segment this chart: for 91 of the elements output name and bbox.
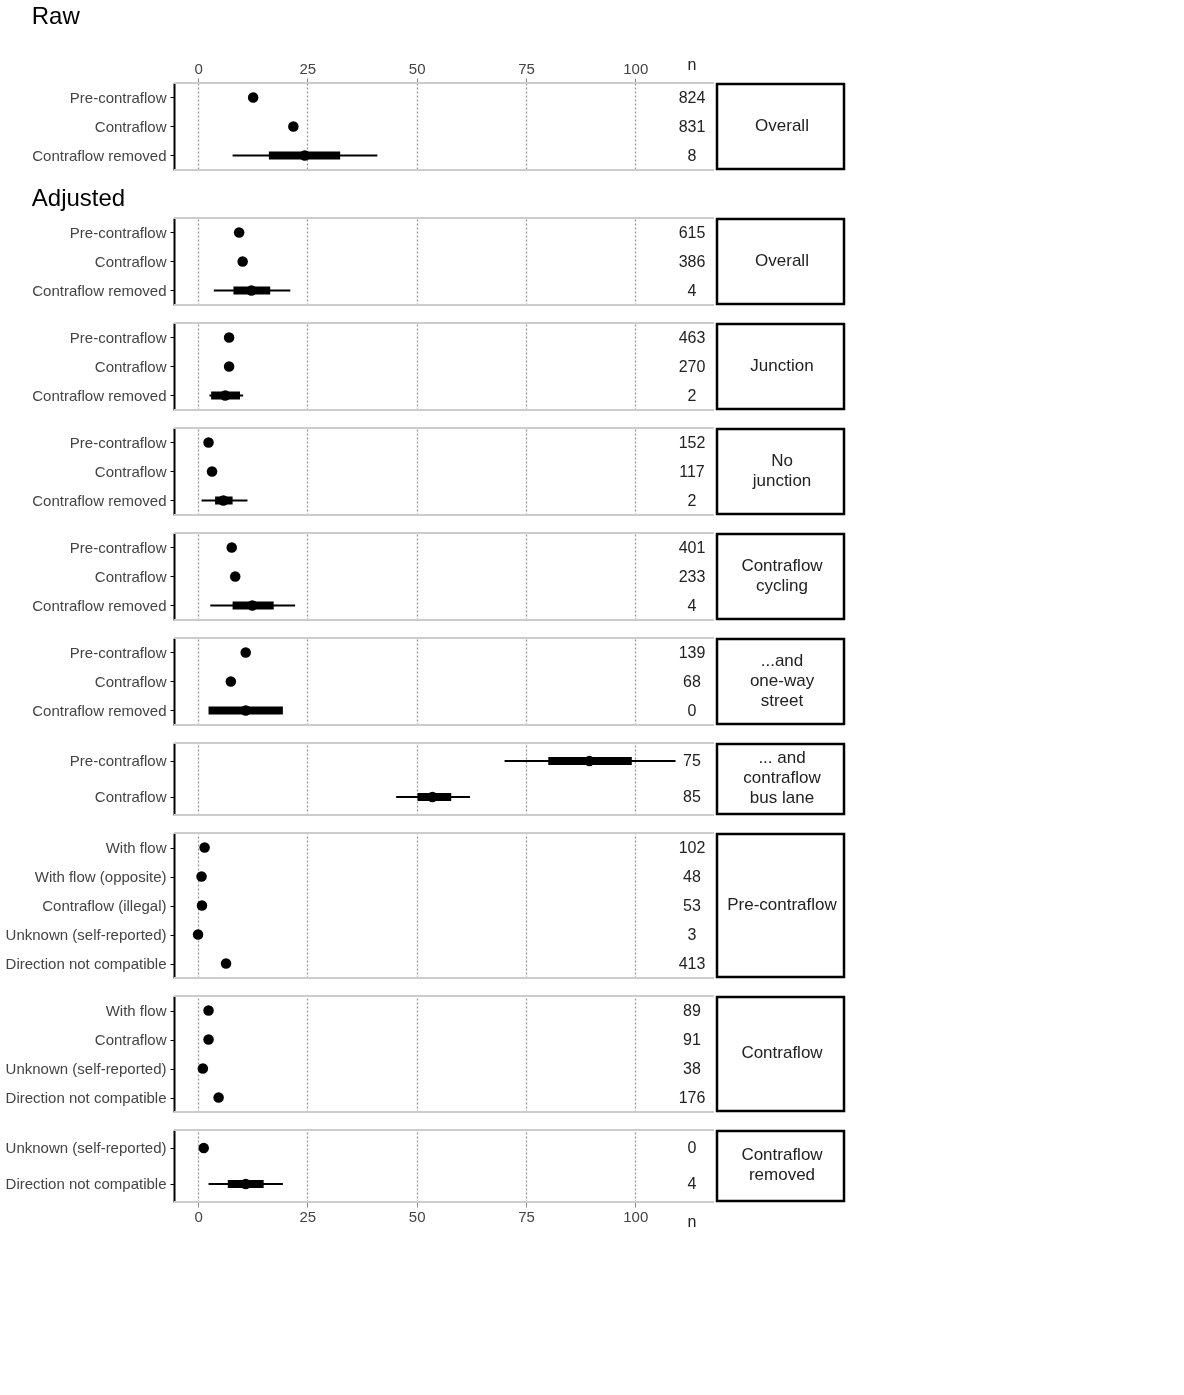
y-tick-label: Contraflow [94, 672, 167, 690]
text: n [687, 56, 697, 73]
annotation: 176 [678, 1088, 706, 1106]
annotation: 824 [678, 88, 706, 106]
x-tick-label: 25 [299, 1207, 317, 1225]
y-tick-label: Pre-contraflow [69, 88, 167, 106]
y-tick-label: Pre-contraflow [69, 752, 167, 769]
x-tick-label: 100 [623, 1207, 649, 1225]
annotation: 2 [687, 491, 697, 509]
y-tick-label: Contraflow [94, 1031, 167, 1048]
annotation: 117 [679, 462, 705, 480]
point [196, 900, 208, 911]
y-tick-label: Unknown (self-reported) [5, 1060, 167, 1077]
annotation: 91 [683, 1030, 701, 1048]
y-tick-label: Contraflow [94, 567, 167, 585]
annotation: 89 [683, 1001, 701, 1019]
annotation: 152 [678, 433, 706, 451]
y-tick-label: Unknown (self-reported) [5, 926, 167, 943]
annotation: 0 [687, 1139, 697, 1156]
annotation: 102 [678, 838, 706, 856]
x-tick-label: 100 [623, 59, 649, 77]
y-tick-label: Contraflow [94, 462, 167, 480]
text: Pre-contraflow [727, 894, 838, 914]
text: n [687, 1213, 697, 1230]
annotation: 48 [683, 867, 701, 885]
text: Overall [755, 115, 809, 135]
text: Contraflow removed [741, 1145, 824, 1184]
y-tick-label: With flow [105, 1002, 167, 1019]
annotation: 85 [683, 788, 701, 805]
x-tick-label: 25 [299, 59, 317, 77]
annotation: 4 [687, 281, 697, 299]
y-tick-label: Unknown (self-reported) [5, 1139, 167, 1156]
y-tick-label: Pre-contraflow [69, 223, 167, 241]
y-tick-label: Pre-contraflow [69, 328, 167, 346]
annotation: 270 [678, 357, 706, 375]
y-tick-label: Contraflow (illegal) [42, 897, 167, 914]
chart-title: Adjusted [31, 184, 126, 211]
y-tick-label: Direction not compatible [5, 1175, 167, 1192]
text: ... and contraflow bus lane [743, 748, 822, 807]
text: No junction [751, 450, 812, 490]
y-tick-label: Contraflow removed [32, 386, 167, 404]
annotation: 8 [687, 146, 697, 164]
y-tick-label: Contraflow removed [32, 596, 167, 614]
x-tick-label: 0 [194, 1207, 203, 1225]
annotation: 38 [683, 1059, 701, 1077]
annotation: 4 [687, 596, 697, 614]
text: ...and one-way street [749, 650, 815, 710]
y-tick-label: Direction not compatible [5, 1089, 167, 1106]
y-tick-label: Contraflow removed [32, 146, 167, 164]
annotation: 233 [678, 567, 706, 585]
y-tick-label: Contraflow removed [32, 281, 167, 299]
annotation: 0 [687, 701, 697, 719]
point [199, 842, 210, 853]
annotation: 463 [678, 328, 706, 346]
annotation: 68 [683, 672, 701, 690]
annotation: 615 [678, 223, 706, 241]
y-tick-label: Contraflow [94, 357, 167, 375]
point [220, 958, 232, 969]
text: Junction [750, 355, 814, 375]
y-tick-label: With flow (opposite) [34, 868, 167, 885]
point [192, 929, 204, 940]
annotation: 386 [678, 252, 706, 270]
annotation: 413 [678, 954, 706, 972]
y-tick-label: Pre-contraflow [69, 433, 167, 451]
x-tick-label: 75 [518, 59, 535, 77]
x-tick-label: 0 [194, 59, 203, 77]
text: Contraflow cycling [741, 555, 824, 595]
y-tick-label: Direction not compatible [5, 955, 167, 972]
y-tick-label: Contraflow [94, 117, 167, 135]
point [196, 871, 207, 882]
annotation: 3 [687, 925, 697, 943]
annotation: 4 [687, 1175, 697, 1192]
text: Contraflow [741, 1043, 824, 1062]
annotation: 53 [683, 896, 701, 914]
annotation: 831 [678, 117, 706, 135]
y-tick-label: Pre-contraflow [69, 643, 167, 661]
annotation: 401 [678, 538, 706, 556]
chart-title: Raw [31, 2, 81, 29]
annotation: 75 [683, 752, 701, 769]
x-tick-label: 75 [518, 1207, 535, 1225]
x-tick-label: 50 [408, 1207, 426, 1225]
x-tick-label: 50 [408, 59, 426, 77]
annotation: 139 [678, 643, 706, 661]
y-tick-label: Pre-contraflow [69, 538, 167, 556]
text: Overall [755, 250, 809, 270]
annotation: 2 [687, 386, 697, 404]
y-tick-label: Contraflow removed [32, 491, 167, 509]
y-tick-label: Contraflow removed [32, 701, 167, 719]
y-tick-label: With flow [105, 839, 167, 856]
y-tick-label: Contraflow [94, 252, 167, 270]
y-tick-label: Contraflow [94, 788, 167, 805]
